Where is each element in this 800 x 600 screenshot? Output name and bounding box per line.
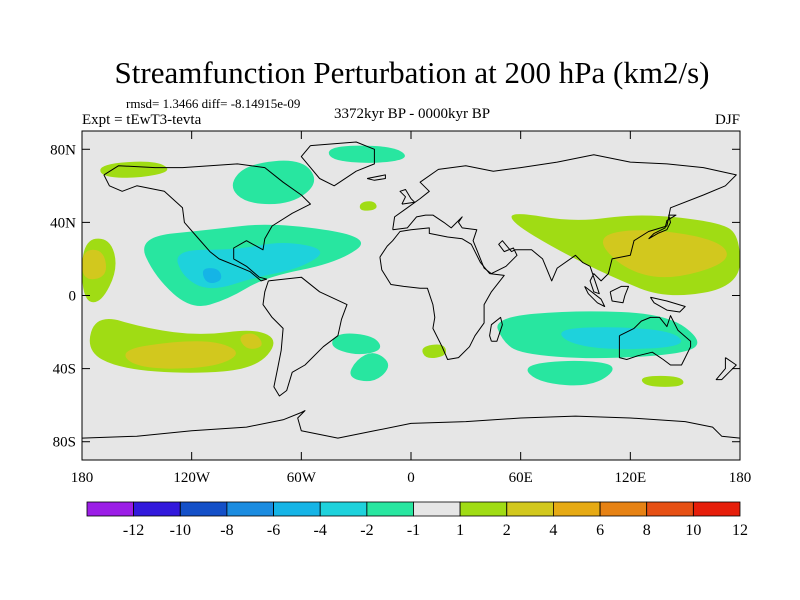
colorbar-label: -4 — [314, 522, 327, 539]
y-axis: 80N 40N 0 40S 80S — [50, 142, 740, 451]
x-tick-label: 120E — [614, 470, 646, 486]
contour-region — [232, 160, 315, 205]
colorbar-swatch — [133, 501, 181, 517]
colorbar: -12 -10 -8 -6 -4 -2 -1 1 2 4 6 8 10 12 — [86, 501, 748, 539]
colorbar-label: -10 — [170, 522, 191, 539]
y-tick-label: 80S — [53, 435, 76, 451]
y-tick-label: 40N — [50, 215, 76, 231]
coastline — [715, 357, 737, 381]
contour-region — [240, 333, 262, 349]
coastline — [103, 163, 311, 282]
contour-region — [422, 344, 446, 359]
coastline — [81, 410, 741, 439]
coastline — [366, 174, 386, 181]
contour-region — [202, 268, 222, 284]
x-tick-label: 0 — [407, 470, 415, 486]
colorbar-label: 12 — [732, 522, 748, 539]
coastline — [392, 154, 737, 295]
contour-region — [82, 249, 107, 280]
period-label: 3372kyr BP - 0000kyr BP — [334, 106, 490, 122]
coastline — [609, 285, 629, 304]
contour-regions — [82, 145, 740, 387]
contour-region — [350, 353, 389, 382]
map-plot: 180 120W 60W 0 60E 120E 180 80N 40N 0 40S 80S — [50, 130, 752, 486]
coastline — [489, 316, 503, 342]
x-tick-label: 60E — [509, 470, 533, 486]
y-tick-label: 80N — [50, 142, 76, 158]
colorbar-swatch — [413, 501, 461, 517]
colorbar-label: 4 — [549, 522, 557, 539]
colorbar-swatch — [553, 501, 601, 517]
colorbar-swatch — [599, 501, 648, 517]
coastline — [262, 276, 348, 397]
x-tick-label: 120W — [173, 470, 211, 486]
x-tick-label: 60W — [287, 470, 317, 486]
coastline — [648, 214, 677, 240]
x-tick-label: 180 — [729, 470, 752, 486]
contour-region — [359, 201, 377, 211]
colorbar-swatch — [366, 501, 414, 517]
colorbar-label: -1 — [407, 522, 420, 539]
colorbar-swatch — [693, 501, 741, 517]
colorbar-swatch — [179, 501, 228, 517]
coastline — [300, 141, 375, 187]
coastline — [584, 286, 606, 307]
y-tick-label: 0 — [69, 289, 77, 305]
colorbar-swatch — [226, 501, 274, 517]
y-tick-label: 40S — [53, 362, 76, 378]
colorbar-label: -8 — [220, 522, 233, 539]
colorbar-label: -2 — [360, 522, 373, 539]
colorbar-swatch — [506, 501, 554, 517]
stats-line: rmsd= 1.3466 diff= -8.14915e-09 — [126, 96, 300, 111]
colorbar-label: 6 — [596, 522, 604, 539]
colorbar-swatch — [273, 501, 321, 517]
coastline — [618, 315, 692, 366]
contour-region — [328, 145, 405, 163]
colorbar-label: 2 — [503, 522, 511, 539]
contour-region — [125, 341, 236, 369]
colorbar-swatch — [646, 501, 694, 517]
colorbar-swatch — [86, 501, 134, 517]
colorbar-swatch — [459, 501, 508, 517]
colorbar-label: 8 — [643, 522, 651, 539]
contour-region — [332, 333, 381, 355]
coastline — [399, 189, 416, 205]
x-axis: 180 120W 60W 0 60E 120E 180 — [71, 131, 752, 486]
experiment-label: Expt = tEwT3-tevta — [82, 112, 202, 128]
x-tick-label: 180 — [71, 470, 94, 486]
colorbar-swatch — [319, 501, 368, 517]
contour-region — [561, 327, 682, 350]
colorbar-label: -6 — [267, 522, 280, 539]
colorbar-label: -12 — [123, 522, 144, 539]
chart-title: Streamfunction Perturbation at 200 hPa (… — [115, 55, 710, 90]
contour-region — [100, 161, 168, 178]
colorbar-label: 10 — [685, 522, 701, 539]
coastlines — [81, 141, 741, 439]
contour-region — [527, 360, 613, 386]
coastline — [379, 227, 505, 360]
colorbar-label: 1 — [456, 522, 464, 539]
coastline — [649, 296, 686, 313]
contour-region — [641, 375, 684, 387]
season-label: DJF — [715, 112, 740, 128]
